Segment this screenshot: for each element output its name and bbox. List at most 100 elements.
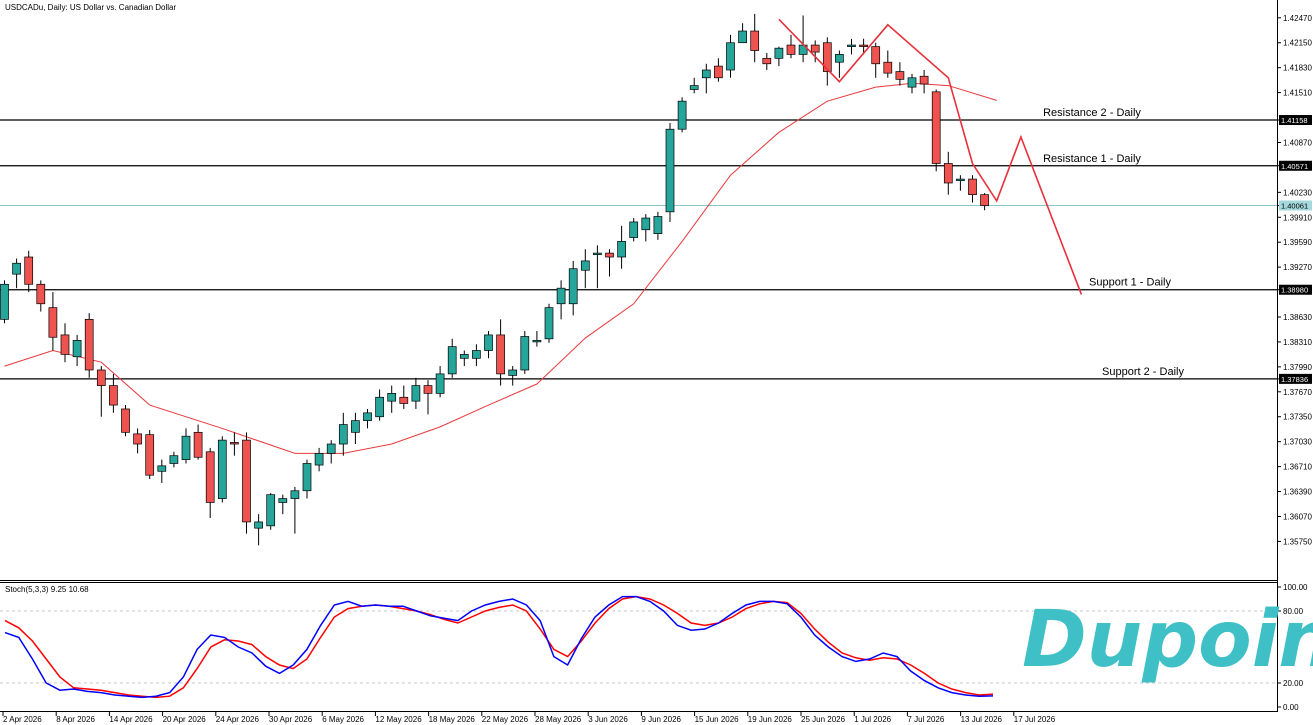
time-tick-label: 14 Apr 2026	[109, 715, 153, 724]
candle-body	[145, 434, 155, 476]
candle-body	[205, 451, 215, 503]
candle-body	[375, 396, 384, 418]
candle-body	[24, 256, 34, 285]
candle-body	[96, 369, 106, 386]
level-label: Support 2 - Daily	[1102, 366, 1184, 378]
candle-body	[36, 283, 46, 305]
level-price-tag-text: 1.40571	[1281, 162, 1308, 171]
candle-body	[72, 340, 82, 358]
stoch-series-line	[4, 595, 994, 699]
level-price-tag	[1279, 373, 1312, 384]
candle-body	[568, 268, 578, 305]
candle-body	[883, 61, 893, 74]
stoch-tick-label: 100.00	[1283, 583, 1308, 592]
candle-body	[302, 463, 312, 492]
dupoin-logo: Dupoin	[1022, 595, 1313, 685]
price-tick-label: 1.42150	[1283, 39, 1312, 48]
candle-body	[532, 340, 542, 343]
candle-body	[48, 307, 58, 338]
candle-body	[943, 163, 953, 184]
stoch-title: Stoch(5,3,3) 9.25 10.68	[5, 585, 89, 594]
price-tick-label: 1.36710	[1283, 463, 1312, 472]
candle-body	[12, 262, 21, 275]
candle-body	[508, 369, 518, 376]
price-tick-label: 1.40230	[1283, 188, 1312, 197]
candle-body	[835, 54, 844, 63]
price-tick-label: 1.39270	[1283, 263, 1312, 272]
candle-body	[544, 307, 554, 340]
stoch-series-line	[4, 595, 994, 699]
time-tick-label: 18 May 2026	[429, 715, 476, 724]
candle-body	[60, 334, 70, 355]
candle-body	[556, 287, 566, 305]
candle-body	[133, 433, 142, 445]
candle-body	[762, 57, 772, 65]
candle-body	[496, 334, 505, 375]
ma-line	[4, 82, 997, 454]
candle-body	[665, 128, 675, 213]
level-label: Resistance 1 - Daily	[1043, 153, 1141, 165]
candle-body	[956, 178, 965, 181]
level-label: Support 1 - Daily	[1089, 277, 1171, 289]
stoch-tick-label: 80.00	[1283, 607, 1304, 616]
time-tick-label: 25 Jun 2026	[801, 715, 846, 724]
candle-body	[411, 385, 421, 402]
candle-body	[0, 283, 9, 320]
price-tick-label: 1.39590	[1283, 238, 1312, 247]
time-tick-label: 6 May 2026	[322, 715, 364, 724]
candle-body	[472, 350, 481, 359]
time-axis: 2 Apr 2026 8 Apr 2026 14 Apr 2026 20 Apr 20…	[2, 712, 1056, 724]
candle-body	[181, 435, 191, 460]
candle-body	[689, 85, 699, 90]
candle-body	[847, 44, 856, 47]
candle-body	[447, 346, 457, 375]
price-axis: 1.42470 1.42150 1.41830 1.41510 1.41158 1.408…	[1277, 14, 1312, 546]
candle-body	[121, 408, 130, 433]
candle-body	[750, 30, 760, 51]
candle-body	[907, 77, 917, 88]
candle-body	[278, 498, 288, 503]
candle-body	[968, 178, 977, 196]
time-tick-label: 22 May 2026	[482, 715, 529, 724]
price-tick-label: 1.37350	[1283, 413, 1312, 422]
time-tick-label: 13 Jul 2026	[961, 715, 1003, 724]
candle-body	[641, 217, 651, 231]
time-tick-label: 28 May 2026	[535, 715, 582, 724]
candle-body	[580, 260, 590, 271]
price-tick-label: 1.37990	[1283, 363, 1312, 372]
candle-body	[738, 30, 747, 44]
candle-body	[701, 69, 711, 79]
price-tick-label: 1.39910	[1283, 213, 1312, 222]
time-tick-label: 15 Jun 2026	[695, 715, 740, 724]
candle-body	[822, 42, 832, 72]
price-tick-label: 1.35750	[1283, 537, 1312, 546]
candle-body	[484, 334, 493, 351]
price-tick-label: 1.37030	[1283, 438, 1312, 447]
candle-body	[980, 194, 989, 206]
candle-body	[871, 46, 881, 65]
level-label: Resistance 2 - Daily	[1043, 107, 1141, 119]
time-tick-label: 7 Jul 2026	[907, 715, 944, 724]
candle-body	[653, 216, 663, 234]
candle-body	[593, 252, 602, 255]
time-tick-label: 8 Apr 2026	[56, 715, 95, 724]
candle-body	[859, 44, 868, 47]
candle-body	[242, 439, 251, 523]
candle-body	[786, 44, 796, 55]
time-tick-label: 1 Jul 2026	[854, 715, 891, 724]
price-tick-label: 1.38630	[1283, 313, 1312, 322]
candles-layer	[0, 13, 989, 546]
candle-body	[363, 412, 372, 421]
candle-body	[326, 443, 336, 454]
candle-body	[387, 393, 397, 402]
candle-body	[338, 424, 348, 445]
time-tick-label: 19 Jun 2026	[748, 715, 793, 724]
level-price-tag	[1279, 284, 1312, 295]
candle-body	[314, 453, 324, 466]
candle-body	[399, 396, 409, 404]
level-price-tag	[1279, 160, 1312, 171]
price-tick-label: 1.42470	[1283, 14, 1312, 23]
current-price-tag	[1279, 200, 1312, 211]
zigzag-line	[778, 18, 1083, 295]
candle-body	[629, 221, 639, 238]
